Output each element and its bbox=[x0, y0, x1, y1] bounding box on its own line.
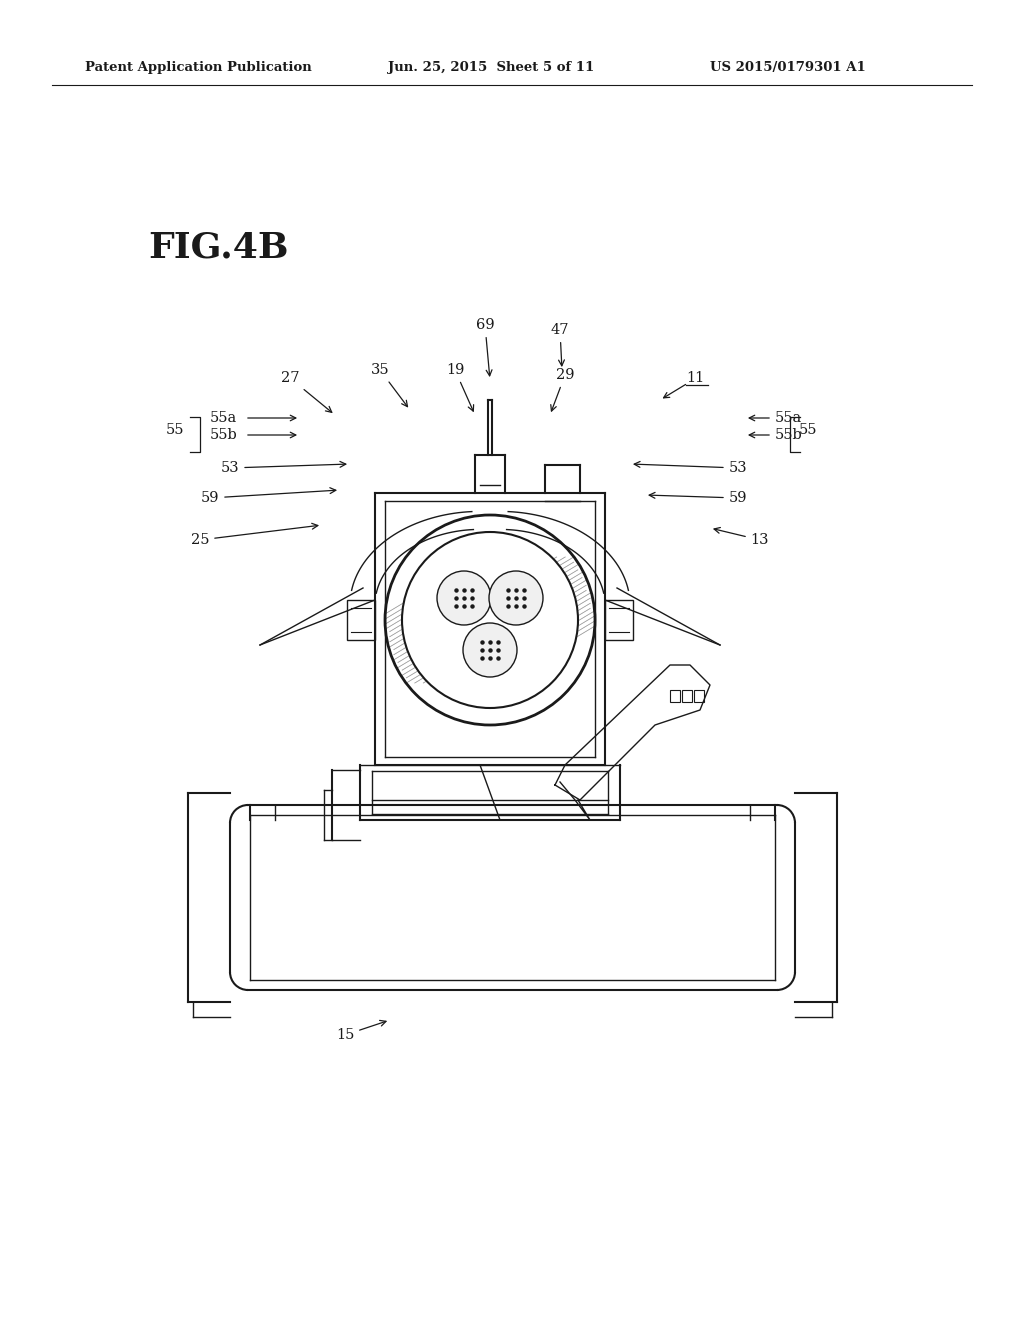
Text: 53: 53 bbox=[221, 461, 346, 475]
Circle shape bbox=[437, 572, 490, 624]
Circle shape bbox=[463, 623, 517, 677]
Text: 55a: 55a bbox=[210, 411, 238, 425]
Text: 13: 13 bbox=[714, 528, 769, 546]
Text: 25: 25 bbox=[190, 523, 317, 546]
Text: 55: 55 bbox=[799, 422, 817, 437]
Text: 47: 47 bbox=[551, 323, 569, 366]
Text: 55a: 55a bbox=[775, 411, 802, 425]
Text: 27: 27 bbox=[281, 371, 332, 412]
Text: 11: 11 bbox=[686, 371, 705, 385]
Circle shape bbox=[489, 572, 543, 624]
Text: 15: 15 bbox=[336, 1020, 386, 1041]
Text: 55b: 55b bbox=[210, 428, 238, 442]
Text: 29: 29 bbox=[551, 368, 574, 411]
Text: Jun. 25, 2015  Sheet 5 of 11: Jun. 25, 2015 Sheet 5 of 11 bbox=[388, 62, 594, 74]
Text: Patent Application Publication: Patent Application Publication bbox=[85, 62, 311, 74]
Text: 69: 69 bbox=[476, 318, 495, 376]
Circle shape bbox=[402, 532, 578, 708]
Text: 55: 55 bbox=[166, 422, 184, 437]
Text: 35: 35 bbox=[371, 363, 408, 407]
Text: 19: 19 bbox=[445, 363, 473, 412]
Text: 59: 59 bbox=[649, 491, 748, 506]
Text: US 2015/0179301 A1: US 2015/0179301 A1 bbox=[710, 62, 865, 74]
Text: 55b: 55b bbox=[775, 428, 803, 442]
Text: FIG.4B: FIG.4B bbox=[148, 231, 289, 265]
Text: 53: 53 bbox=[634, 461, 748, 475]
Text: 59: 59 bbox=[201, 487, 336, 506]
